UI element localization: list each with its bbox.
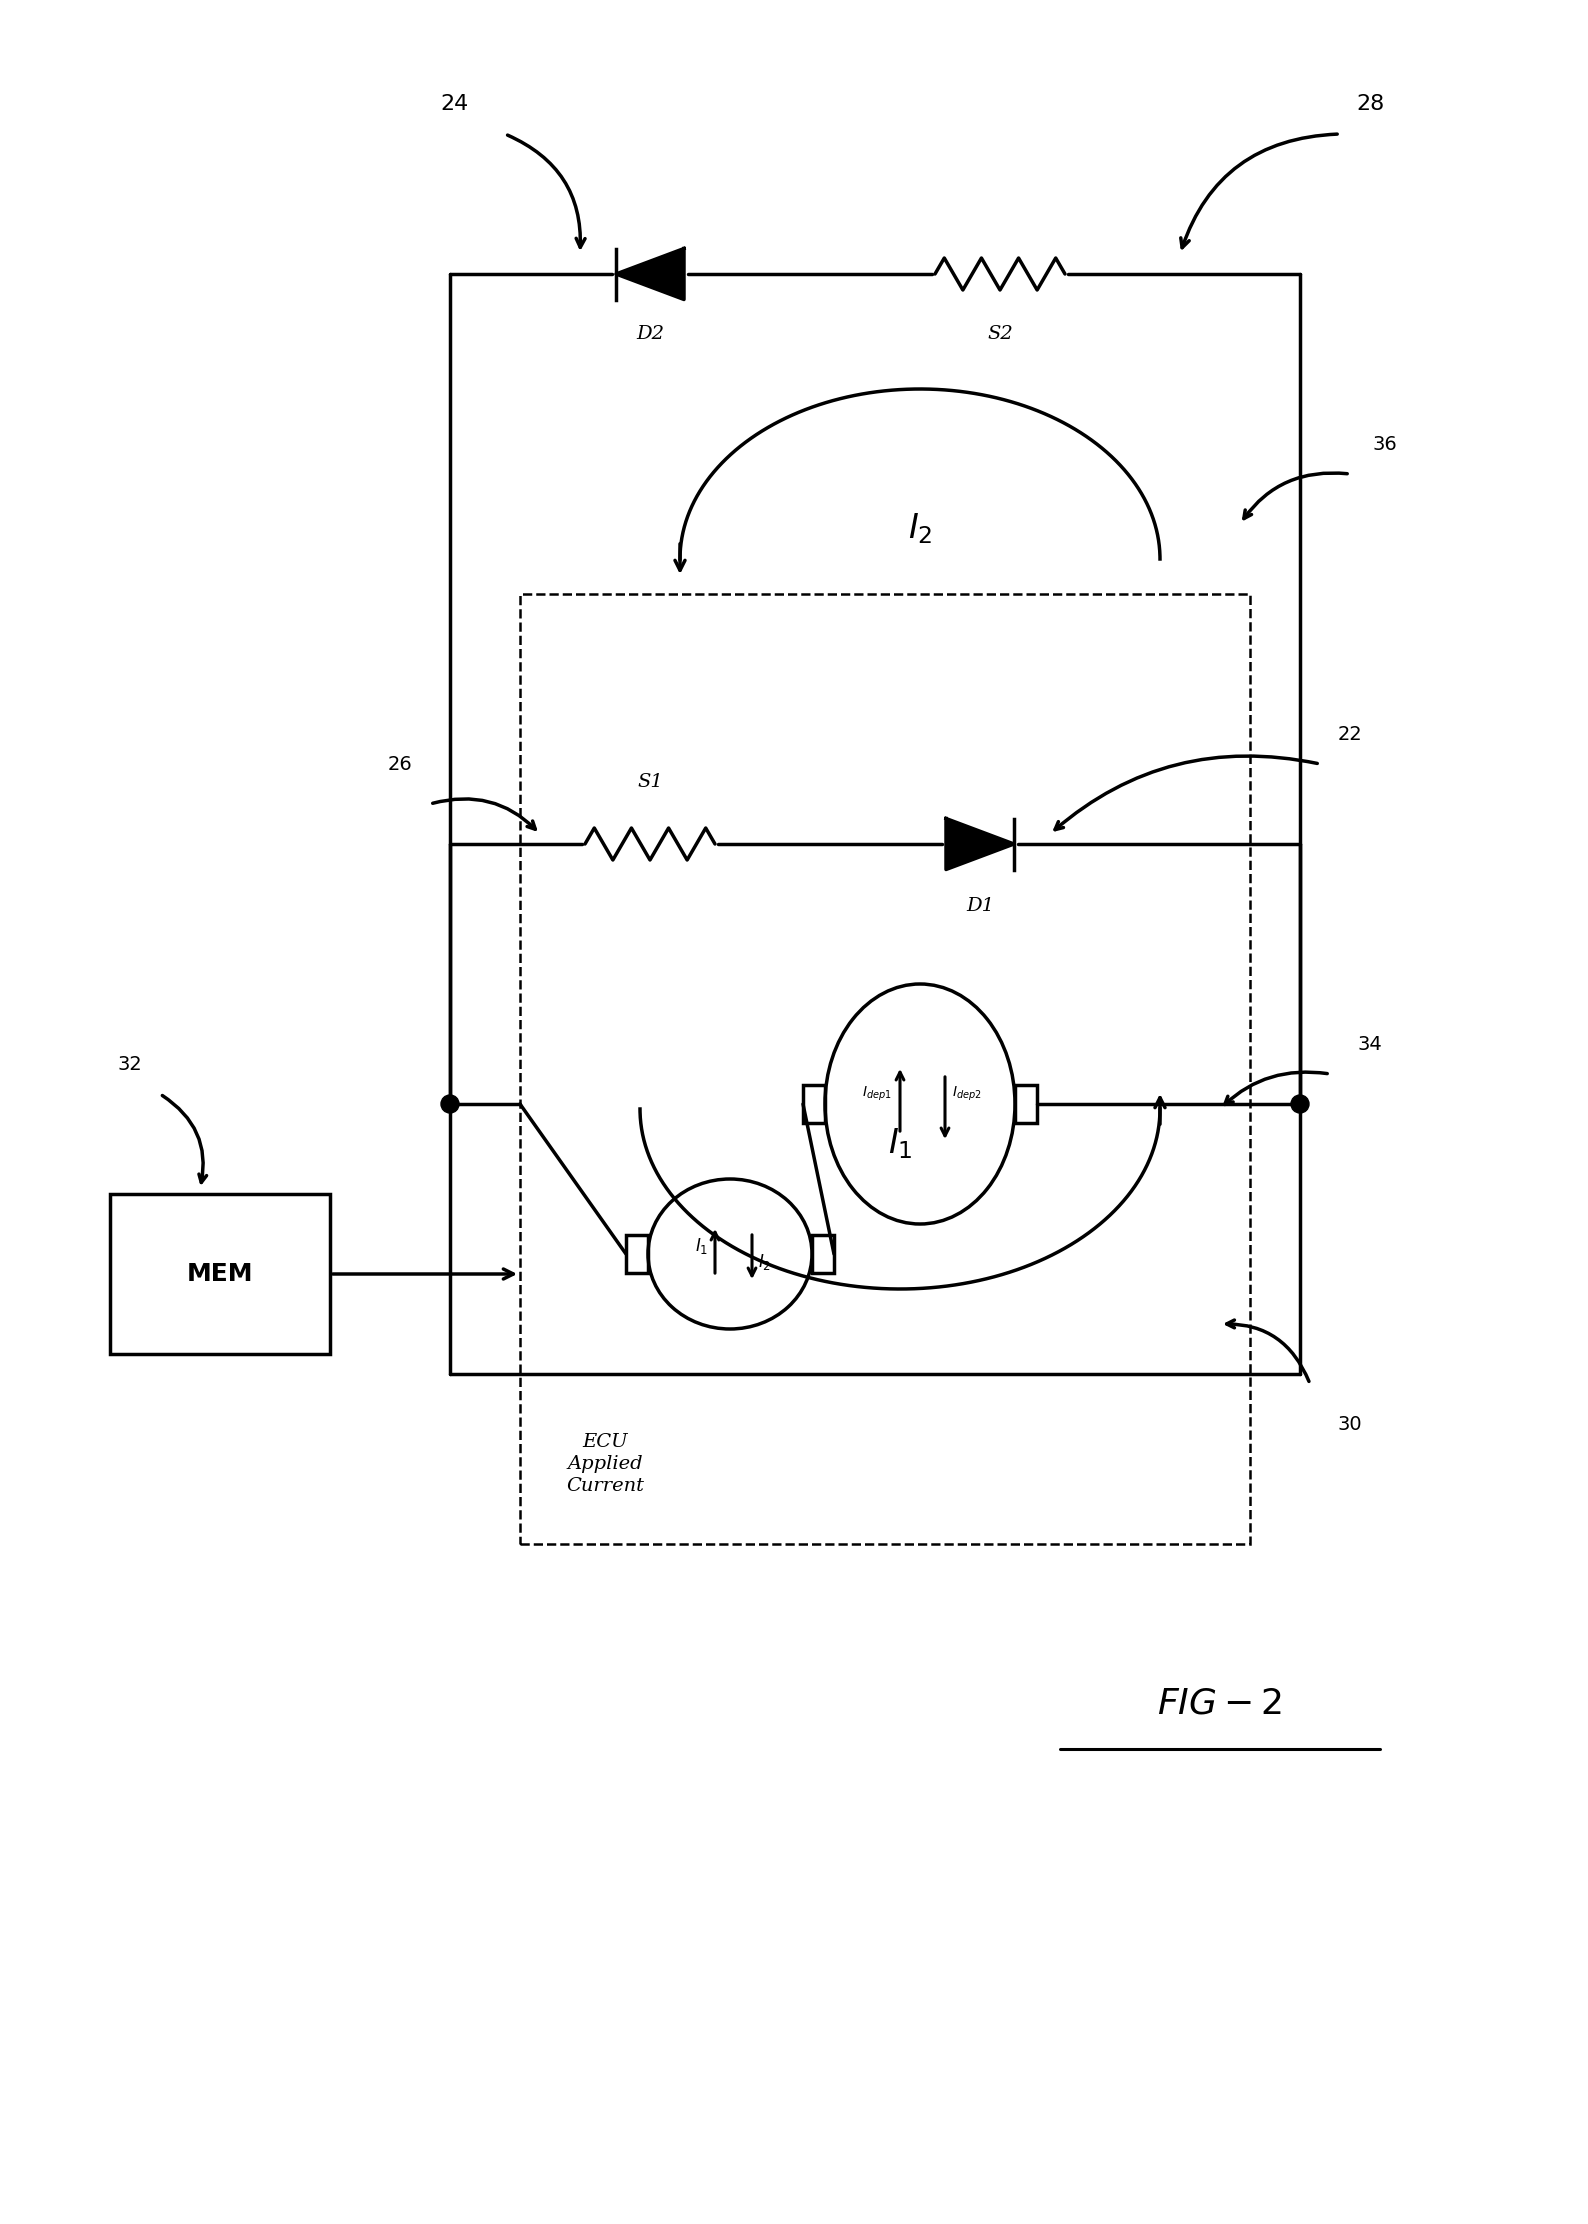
Text: $I_1$: $I_1$	[694, 1237, 708, 1257]
Text: 26: 26	[387, 754, 413, 774]
Text: ECU
Applied
Current: ECU Applied Current	[565, 1432, 645, 1495]
Text: $I_2$: $I_2$	[908, 512, 932, 547]
Bar	[110, 1194, 330, 1354]
Text: D2: D2	[637, 325, 664, 342]
Polygon shape	[616, 249, 684, 300]
Text: 28: 28	[1356, 93, 1385, 113]
Bar	[1015, 1085, 1037, 1123]
Bar	[804, 1085, 826, 1123]
FancyArrowPatch shape	[1181, 133, 1337, 247]
Text: 36: 36	[1372, 434, 1397, 454]
FancyArrowPatch shape	[1226, 1321, 1309, 1381]
Text: D1: D1	[966, 896, 994, 914]
Text: MEM: MEM	[187, 1261, 252, 1285]
FancyArrowPatch shape	[1243, 474, 1347, 518]
Text: S2: S2	[988, 325, 1013, 342]
Circle shape	[1291, 1094, 1309, 1112]
Text: 24: 24	[441, 93, 468, 113]
Bar	[519, 594, 1250, 1543]
Text: $I_2$: $I_2$	[757, 1252, 772, 1272]
Bar	[811, 1234, 834, 1272]
FancyArrowPatch shape	[1224, 1072, 1328, 1105]
Text: 32: 32	[118, 1054, 143, 1074]
Circle shape	[441, 1094, 459, 1112]
Text: 30: 30	[1337, 1414, 1363, 1434]
Text: 34: 34	[1358, 1034, 1383, 1054]
Text: $I_1$: $I_1$	[888, 1128, 912, 1161]
FancyArrowPatch shape	[1054, 756, 1318, 830]
FancyArrowPatch shape	[432, 798, 535, 830]
FancyArrowPatch shape	[162, 1096, 206, 1183]
Text: 22: 22	[1337, 725, 1363, 743]
Text: $FIG-2$: $FIG-2$	[1158, 1688, 1283, 1721]
Text: S1: S1	[637, 774, 662, 792]
FancyArrowPatch shape	[508, 136, 584, 247]
Text: $I_{dep1}$: $I_{dep1}$	[862, 1085, 892, 1103]
Bar	[626, 1234, 648, 1272]
Text: $I_{dep2}$: $I_{dep2}$	[951, 1085, 981, 1103]
Polygon shape	[946, 818, 1015, 870]
